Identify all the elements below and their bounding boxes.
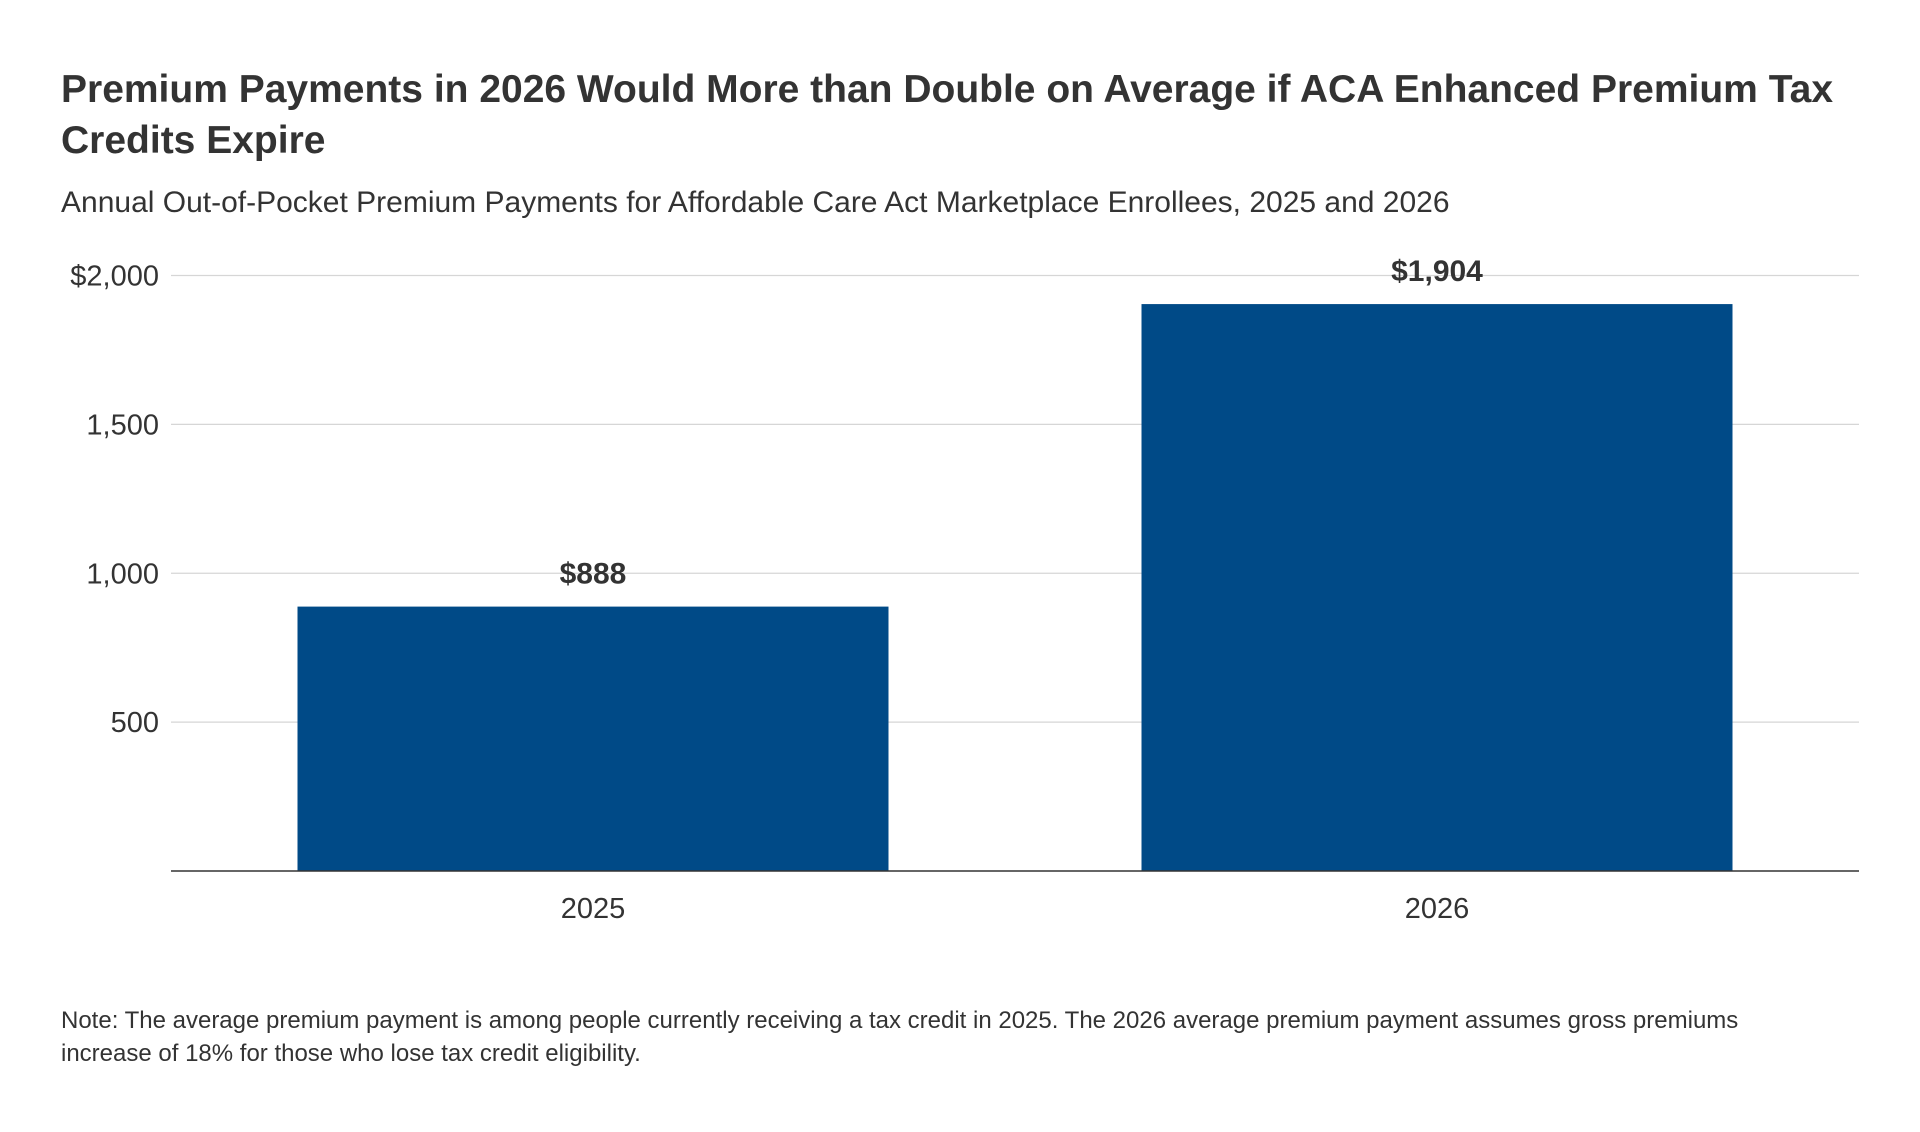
y-tick-label: 1,000	[86, 558, 159, 590]
bar-2025	[297, 606, 889, 871]
x-tick-label: 2025	[561, 893, 626, 925]
y-tick-label: 1,500	[86, 409, 159, 441]
data-label: $1,904	[1391, 255, 1483, 288]
y-tick-label: $2,000	[70, 261, 159, 293]
chart-title: Premium Payments in 2026 Would More than…	[61, 68, 1834, 162]
x-tick-label: 2026	[1405, 893, 1470, 925]
chart-note: Note: The average premium payment is amo…	[61, 1007, 1739, 1067]
y-tick-label: 500	[111, 707, 159, 739]
data-label: $888	[560, 558, 627, 591]
bar-2026	[1141, 304, 1733, 872]
chart-subtitle: Annual Out-of-Pocket Premium Payments fo…	[61, 186, 1450, 219]
